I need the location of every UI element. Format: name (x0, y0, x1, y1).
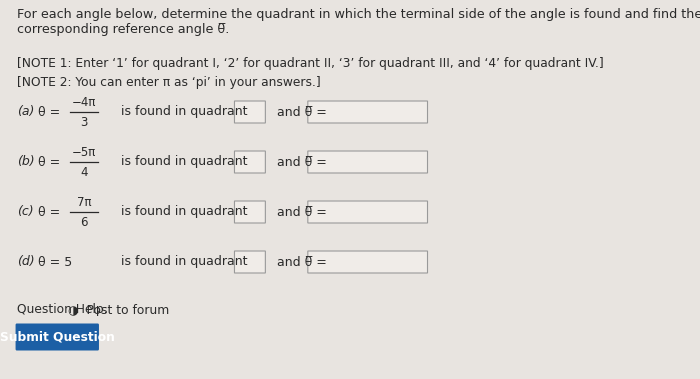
Text: (a): (a) (17, 105, 34, 119)
FancyBboxPatch shape (308, 151, 428, 173)
FancyBboxPatch shape (234, 101, 265, 123)
Text: θ =: θ = (38, 155, 60, 169)
Text: is found in quadrant: is found in quadrant (121, 155, 248, 169)
Text: 4: 4 (80, 166, 88, 179)
Text: (d): (d) (17, 255, 34, 268)
FancyBboxPatch shape (308, 201, 428, 223)
Text: is found in quadrant: is found in quadrant (121, 255, 248, 268)
FancyBboxPatch shape (308, 101, 428, 123)
Text: and θ̅ =: and θ̅ = (277, 155, 327, 169)
Text: is found in quadrant: is found in quadrant (121, 105, 248, 119)
Text: Submit Question: Submit Question (0, 330, 115, 343)
FancyBboxPatch shape (15, 324, 99, 351)
Text: θ =: θ = (38, 205, 60, 219)
FancyBboxPatch shape (308, 251, 428, 273)
Text: θ =: θ = (38, 105, 60, 119)
Text: and θ̅ =: and θ̅ = (277, 255, 327, 268)
FancyBboxPatch shape (234, 251, 265, 273)
Text: For each angle below, determine the quadrant in which the terminal side of the a: For each angle below, determine the quad… (17, 8, 700, 36)
Text: 3: 3 (80, 116, 88, 128)
Text: and θ̅ =: and θ̅ = (277, 105, 327, 119)
Text: (c): (c) (17, 205, 34, 219)
Text: 7π: 7π (77, 196, 91, 208)
FancyBboxPatch shape (234, 151, 265, 173)
Text: [NOTE 1: Enter ‘1’ for quadrant I, ‘2’ for quadrant II, ‘3’ for quadrant III, an: [NOTE 1: Enter ‘1’ for quadrant I, ‘2’ f… (17, 57, 603, 70)
Text: 6: 6 (80, 216, 88, 229)
Text: and θ̅ =: and θ̅ = (277, 205, 327, 219)
Text: is found in quadrant: is found in quadrant (121, 205, 248, 219)
Text: ◑  Post to forum: ◑ Post to forum (69, 303, 169, 316)
Text: θ = 5: θ = 5 (38, 255, 72, 268)
Text: Question Help:: Question Help: (17, 303, 107, 316)
Text: −4π: −4π (71, 96, 96, 108)
Text: [NOTE 2: You can enter π as ‘pi’ in your answers.]: [NOTE 2: You can enter π as ‘pi’ in your… (17, 76, 321, 89)
Text: (b): (b) (17, 155, 34, 169)
Text: −5π: −5π (72, 146, 96, 158)
FancyBboxPatch shape (234, 201, 265, 223)
